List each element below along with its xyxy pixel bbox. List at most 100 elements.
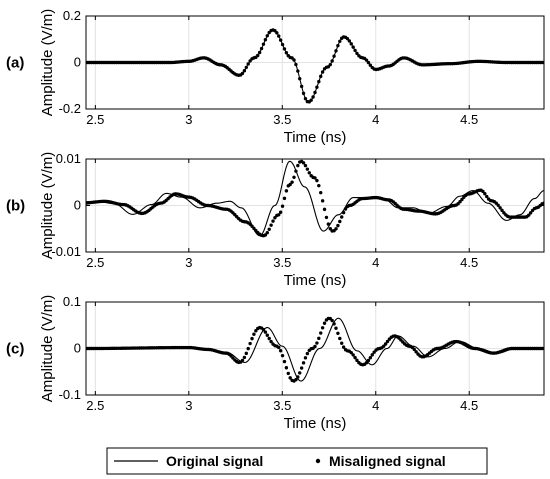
misaligned-point	[332, 54, 336, 58]
x-tick-label: 4.5	[460, 112, 478, 127]
misaligned-point	[290, 180, 294, 184]
misaligned-point	[267, 336, 271, 341]
misaligned-point	[322, 321, 327, 325]
y-axis-label: Amplitude (V/m)	[39, 152, 56, 260]
y-tick-label: -0.2	[59, 101, 81, 116]
misaligned-point	[355, 358, 359, 363]
misaligned-point	[496, 203, 500, 207]
misaligned-point	[303, 96, 308, 101]
misaligned-point	[280, 42, 285, 47]
misaligned-point	[273, 215, 277, 220]
misaligned-point	[317, 183, 321, 188]
misaligned-point	[317, 336, 321, 341]
misaligned-point	[320, 199, 325, 203]
misaligned-point	[277, 213, 281, 217]
misaligned-point	[500, 208, 504, 213]
misaligned-point	[275, 31, 279, 35]
misaligned-point	[334, 49, 338, 53]
misaligned-point	[265, 333, 269, 337]
misaligned-point	[368, 356, 373, 360]
misaligned-point	[296, 69, 300, 73]
panel-label: (b)	[6, 198, 25, 215]
misaligned-point	[311, 95, 315, 99]
misaligned-point	[307, 171, 311, 175]
misaligned-point	[481, 189, 485, 194]
misaligned-point	[301, 361, 306, 365]
misaligned-point	[368, 63, 373, 67]
misaligned-point	[288, 182, 292, 187]
misaligned-point	[269, 339, 273, 344]
misaligned-point	[326, 222, 331, 226]
legend: Original signal Misaligned signal	[106, 447, 488, 475]
misaligned-point	[296, 163, 300, 168]
panel-label: (a)	[6, 55, 24, 72]
x-axis-label: Time (ns)	[284, 415, 347, 432]
misaligned-point	[336, 331, 340, 335]
misaligned-point	[252, 332, 256, 336]
legend-original-label: Original signal	[166, 453, 263, 469]
misaligned-point	[256, 53, 260, 58]
misaligned-point	[315, 85, 319, 89]
misaligned-point	[414, 350, 418, 354]
misaligned-point	[265, 231, 269, 235]
misaligned-point	[277, 345, 281, 350]
misaligned-point	[334, 326, 338, 330]
misaligned-point	[330, 59, 334, 63]
misaligned-point	[320, 70, 325, 74]
misaligned-point	[353, 48, 357, 53]
misaligned-point	[315, 178, 319, 183]
misaligned-point	[298, 371, 302, 375]
misaligned-point	[341, 210, 346, 215]
misaligned-point	[242, 69, 247, 73]
panel-1: 2.5 3 3.5 4 4.5 -0.01 0 0.01 Time (ns) Amplitude …	[6, 151, 545, 289]
misaligned-point	[385, 339, 390, 344]
misaligned-point	[320, 326, 325, 330]
misaligned-point	[347, 39, 352, 43]
misaligned-point	[305, 351, 310, 356]
misaligned-point	[366, 60, 371, 65]
series-dots-misaligned	[86, 159, 544, 238]
misaligned-point	[263, 330, 268, 334]
y-tick-label: 0.2	[63, 8, 81, 23]
misaligned-point	[338, 336, 342, 341]
panel-label: (c)	[6, 341, 24, 358]
x-tick-label: 4.5	[460, 255, 478, 270]
misaligned-point	[265, 34, 269, 38]
y-tick-label: 0.1	[63, 294, 81, 309]
misaligned-point	[336, 43, 340, 48]
misaligned-point	[382, 344, 386, 348]
misaligned-point	[328, 227, 332, 231]
misaligned-point	[338, 39, 342, 43]
y-tick-label: 0	[74, 198, 81, 213]
x-axis-label: Time (ns)	[284, 129, 347, 146]
misaligned-point	[483, 192, 487, 196]
x-tick-label: 3	[185, 255, 192, 270]
legend-box	[106, 447, 488, 475]
misaligned-point	[263, 233, 268, 237]
misaligned-point	[244, 351, 248, 356]
misaligned-point	[282, 359, 287, 364]
x-tick-label: 3	[185, 398, 192, 413]
misaligned-point	[280, 353, 285, 358]
misaligned-point	[324, 215, 329, 220]
misaligned-point	[282, 196, 287, 201]
misaligned-point	[332, 322, 336, 326]
misaligned-point	[284, 51, 289, 55]
misaligned-point	[334, 227, 338, 231]
misaligned-point	[370, 353, 374, 357]
misaligned-point	[257, 50, 262, 55]
misaligned-point	[292, 58, 296, 62]
misaligned-point	[349, 350, 353, 355]
series-dots-misaligned	[86, 316, 544, 383]
misaligned-point	[343, 207, 348, 211]
misaligned-point	[299, 366, 304, 370]
misaligned-point	[305, 167, 310, 171]
x-tick-label: 2.5	[86, 112, 104, 127]
x-tick-label: 4	[372, 255, 379, 270]
misaligned-point	[277, 34, 281, 38]
misaligned-point	[336, 223, 340, 228]
misaligned-point	[364, 361, 369, 365]
misaligned-point	[246, 346, 250, 351]
misaligned-point	[528, 211, 533, 215]
